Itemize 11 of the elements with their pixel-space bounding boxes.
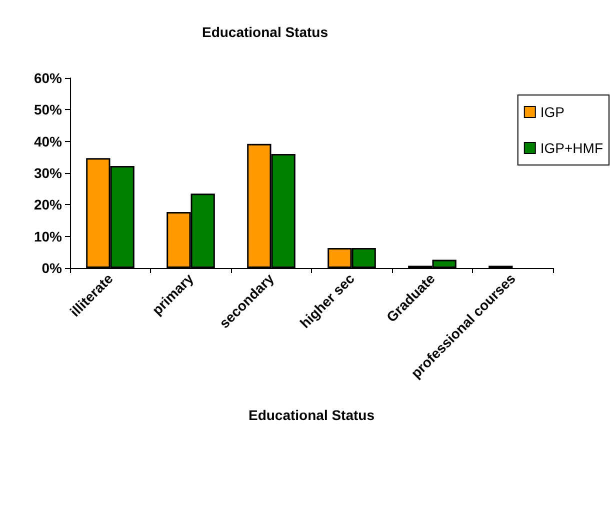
y-tick-label: 50%: [34, 102, 63, 118]
y-tick-label: 20%: [34, 196, 63, 213]
chart-title: Educational Status: [202, 24, 328, 40]
legend-label: IGP: [540, 104, 565, 120]
y-tick-label: 40%: [34, 133, 63, 150]
y-tick-label: 10%: [34, 228, 63, 244]
y-tick-label: 0%: [42, 260, 63, 276]
y-tick-label: 30%: [34, 165, 63, 181]
legend-label: IGP+HMF: [540, 140, 604, 156]
y-tick-label: 60%: [34, 70, 63, 86]
x-axis-title: Educational Status: [248, 407, 375, 423]
